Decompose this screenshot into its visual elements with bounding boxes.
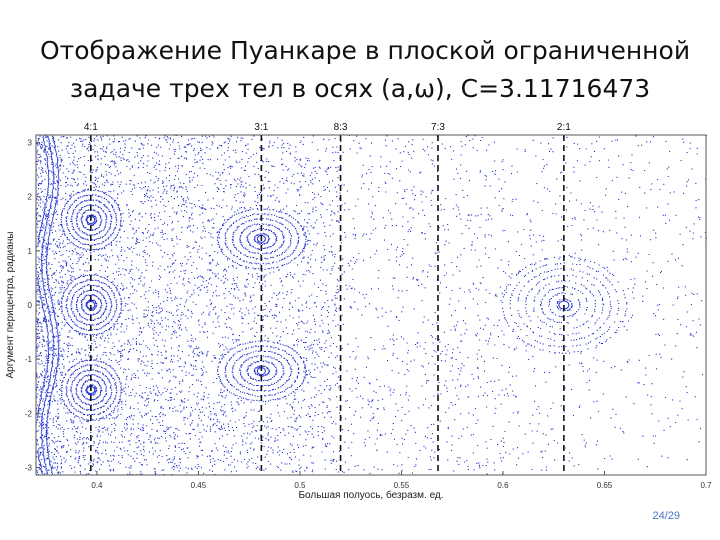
y-tick-label: 2 [28,193,33,202]
x-tick-label: 0.6 [497,481,509,490]
x-axis-ticks: 0.4 0.45 0.5 0.55 0.6 0.65 0.7 [91,471,712,490]
slide-title-line-2: задаче трех тел в осях (a,ω), C=3.117164… [69,74,651,103]
resonance-label-4: 2:1 [557,122,571,133]
y-tick-label: 0 [28,301,33,310]
y-tick-label: 3 [28,139,33,148]
island-orbits [86,216,570,394]
x-tick-label: 0.55 [394,481,410,490]
x-tick-label: 0.4 [91,481,103,490]
y-axis-label: Аргумент перицентра, радианы [5,232,16,379]
x-tick-label: 0.7 [700,481,712,490]
x-axis-label: Большая полуось, безразм. ед. [298,489,443,501]
y-axis-ticks: -3 -2 -1 0 1 2 3 [25,139,40,472]
slide-title-line-1: Отображение Пуанкаре в плоской ограничен… [40,36,691,65]
scatter-points [36,134,707,476]
resonance-labels: 4:1 3:1 8:3 7:3 2:1 [84,122,571,133]
poincare-map-figure: 0.4 0.45 0.5 0.55 0.6 0.65 0.7 -3 -2 -1 0 1 2 3 4:1 3… [5,122,712,501]
y-tick-label: -2 [25,409,33,418]
page-number: 24/29 [652,510,680,522]
plot-frame [35,134,707,476]
x-tick-label: 0.45 [191,481,207,490]
resonance-lines [90,135,565,475]
resonance-label-3: 7:3 [431,122,445,133]
y-tick-label: 1 [28,247,33,256]
resonance-label-2: 8:3 [334,122,348,133]
poincare-points [36,134,707,476]
x-tick-label: 0.5 [294,481,306,490]
slide-title: Отображение Пуанкаре в плоской ограничен… [40,32,691,108]
resonance-label-0: 4:1 [84,122,98,133]
resonance-label-1: 3:1 [254,122,268,133]
y-tick-label: -1 [25,355,33,364]
y-tick-label: -3 [25,463,33,472]
x-tick-label: 0.65 [597,481,613,490]
